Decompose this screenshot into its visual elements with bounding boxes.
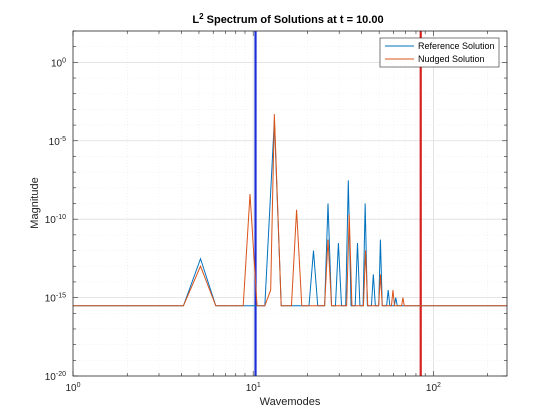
- legend-label-nudged: Nudged Solution: [418, 54, 485, 64]
- chart-title-rest: Spectrum of Solutions at t = 10.00: [204, 14, 384, 26]
- chart-title: L2 Spectrum of Solutions at t = 10.00: [192, 12, 383, 26]
- x-tick-label: 100: [65, 382, 80, 394]
- y-tick-labels: 10-20 10-15 10-10 10-5 100: [45, 57, 66, 383]
- x-tick-label: 101: [246, 382, 261, 394]
- x-tick-label: 102: [426, 382, 441, 394]
- legend: Reference Solution Nudged Solution: [379, 37, 500, 68]
- tick-marks: [72, 30, 507, 377]
- y-tick-label: 10-10: [45, 214, 66, 226]
- vertical-markers: [254, 31, 422, 376]
- chart-title-prefix: L: [192, 14, 199, 26]
- y-tick-label: 100: [51, 57, 66, 69]
- legend-label-reference: Reference Solution: [418, 41, 495, 51]
- legend-box: [379, 37, 500, 68]
- chart-title-superscript: 2: [199, 12, 204, 21]
- y-tick-label: 10-15: [45, 293, 66, 305]
- series-nudged-line: [73, 114, 507, 307]
- y-tick-label: 10-20: [45, 371, 66, 383]
- x-axis-label: Wavemodes: [260, 396, 321, 408]
- series-lines: [73, 114, 507, 307]
- y-axis-label: Magnitude: [29, 177, 41, 228]
- x-tick-labels: 100 101 102: [65, 382, 441, 394]
- grid: [73, 31, 507, 376]
- y-tick-label: 10-5: [49, 136, 66, 148]
